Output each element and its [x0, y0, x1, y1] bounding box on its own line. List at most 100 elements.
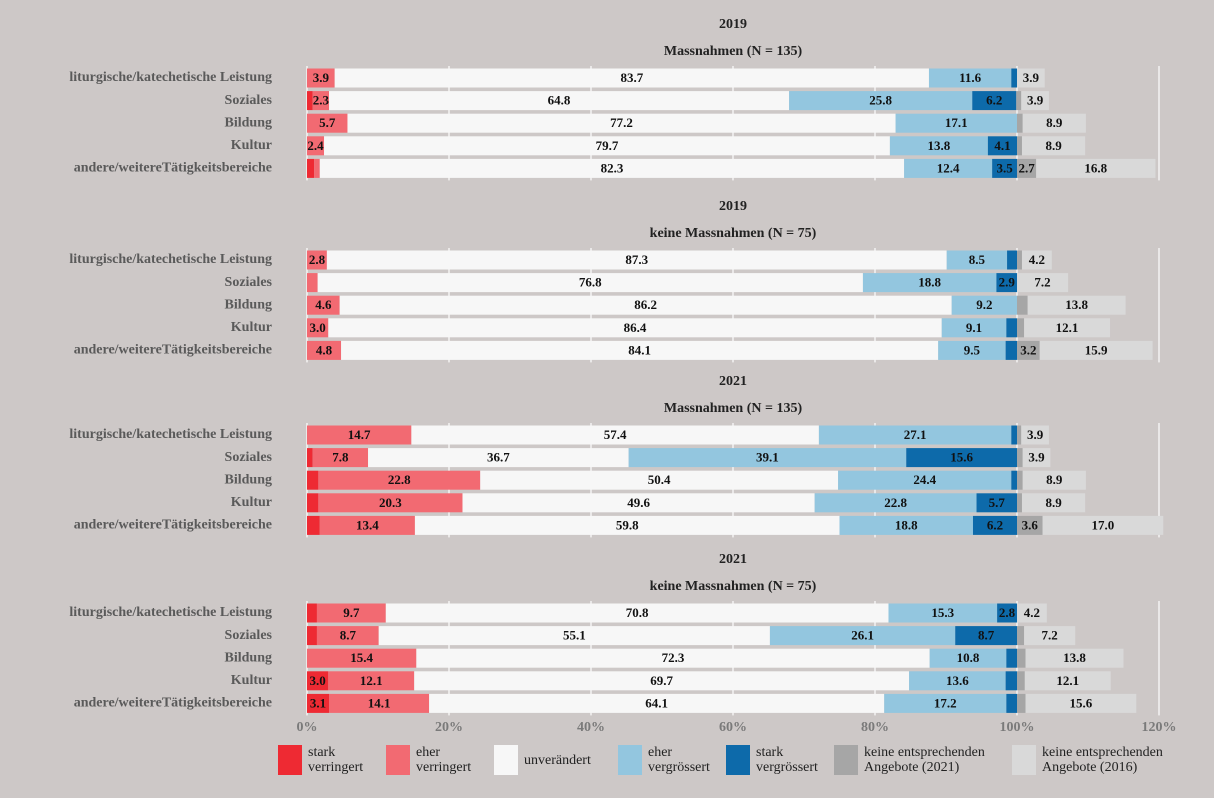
bar-segment — [1021, 136, 1086, 156]
bar-segment — [480, 470, 839, 490]
value-label: 13.4 — [356, 517, 379, 532]
value-label: 76.8 — [579, 275, 602, 290]
bar-segment — [814, 493, 977, 513]
legend-item: stark verringert — [278, 745, 378, 775]
legend-label: eher vergrössert — [648, 745, 710, 775]
bar-segment — [1016, 91, 1022, 111]
bar-segment — [307, 340, 342, 360]
bar-segment — [414, 515, 840, 535]
bar-segment — [1006, 318, 1017, 338]
bar-segment — [307, 648, 417, 668]
value-label: 3.9 — [1027, 427, 1044, 442]
bar-segment — [987, 136, 1017, 156]
panel-title: 2021 — [719, 552, 747, 567]
category-label: liturgische/katechetische Leistung — [69, 70, 272, 85]
bar-segment — [1027, 295, 1126, 315]
bar-segment — [1017, 448, 1023, 468]
bar-segment — [326, 250, 947, 270]
value-label: 9.1 — [966, 320, 982, 335]
value-label: 25.8 — [869, 93, 892, 108]
value-label: 18.8 — [895, 517, 918, 532]
category-label: liturgische/katechetische Leistung — [69, 427, 272, 442]
value-label: 3.9 — [1027, 93, 1044, 108]
category-label: Kultur — [231, 320, 272, 335]
bar-segment — [347, 113, 896, 133]
value-label: 3.1 — [310, 695, 326, 710]
bar-segment — [1011, 425, 1017, 445]
value-label: 64.1 — [645, 695, 668, 710]
legend-label: stark vergrössert — [756, 745, 818, 775]
bar-segment — [307, 136, 325, 156]
bar-segment — [414, 671, 910, 691]
bar-segment — [318, 493, 463, 513]
value-label: 3.6 — [1022, 517, 1039, 532]
bar-segment — [368, 448, 629, 468]
legend-item: keine entsprechenden Angebote (2016) — [1012, 745, 1182, 775]
value-label: 55.1 — [563, 628, 586, 643]
bar-segment — [946, 250, 1008, 270]
value-label: 79.7 — [596, 138, 619, 153]
bar-segment — [339, 295, 952, 315]
legend-item: unverändert — [494, 745, 610, 775]
legend-label: keine entsprechenden Angebote (2016) — [1042, 745, 1163, 775]
bar-segment — [341, 340, 939, 360]
bar-segment — [1021, 250, 1052, 270]
bar-segment — [1017, 250, 1022, 270]
value-label: 4.2 — [1024, 605, 1040, 620]
value-label: 3.2 — [1020, 342, 1036, 357]
bar-segment — [307, 448, 313, 468]
value-label: 22.8 — [884, 495, 907, 510]
bar-segment — [324, 136, 890, 156]
bar-segment — [307, 693, 330, 713]
category-label: Bildung — [225, 472, 272, 487]
bar-segment — [839, 515, 973, 535]
category-label: Bildung — [225, 297, 272, 312]
bar-segment — [307, 68, 335, 88]
value-label: 57.4 — [604, 427, 627, 442]
bar-segment — [1017, 648, 1026, 668]
bar-segment — [307, 626, 317, 646]
value-label: 69.7 — [650, 673, 673, 688]
legend-swatch — [278, 745, 302, 775]
value-label: 18.8 — [918, 275, 941, 290]
bar-segment — [328, 671, 415, 691]
bar-segment — [317, 273, 863, 293]
value-label: 8.9 — [1045, 138, 1062, 153]
bar-segment — [319, 158, 905, 178]
value-label: 8.5 — [969, 252, 986, 267]
bar-segment — [429, 693, 885, 713]
bar-segment — [1006, 648, 1017, 668]
legend-label: unverändert — [524, 752, 591, 768]
value-label: 82.3 — [601, 160, 624, 175]
value-label: 8.7 — [340, 628, 357, 643]
bar-segment — [862, 273, 997, 293]
value-label: 77.2 — [610, 115, 633, 130]
bar-segment — [307, 603, 317, 623]
value-label: 12.1 — [1056, 320, 1079, 335]
panel-title: 2019 — [719, 17, 747, 32]
bar-segment — [316, 626, 379, 646]
bar-segment — [1007, 250, 1017, 270]
legend-item: stark vergrössert — [726, 745, 826, 775]
value-label: 13.8 — [928, 138, 951, 153]
bar-segment — [941, 318, 1007, 338]
value-label: 2.4 — [307, 138, 324, 153]
value-label: 9.2 — [976, 297, 992, 312]
x-tick-label: 20% — [435, 720, 463, 735]
x-tick-label: 40% — [577, 720, 605, 735]
bar-segment — [789, 91, 973, 111]
category-label: andere/weitereTätigkeitsbereiche — [74, 696, 272, 711]
category-label: Soziales — [225, 450, 273, 465]
value-label: 13.8 — [1063, 650, 1086, 665]
category-label: liturgische/katechetische Leistung — [69, 252, 272, 267]
value-label: 3.9 — [313, 70, 330, 85]
legend-label: keine entsprechenden Angebote (2021) — [864, 745, 985, 775]
bar-segment — [906, 448, 1017, 468]
bar-segment — [378, 626, 770, 646]
bar-segment — [307, 318, 329, 338]
legend-swatch — [834, 745, 858, 775]
bar-segment — [1024, 626, 1076, 646]
bar-segment — [628, 448, 907, 468]
value-label: 4.1 — [994, 138, 1010, 153]
bar-segment — [904, 158, 993, 178]
